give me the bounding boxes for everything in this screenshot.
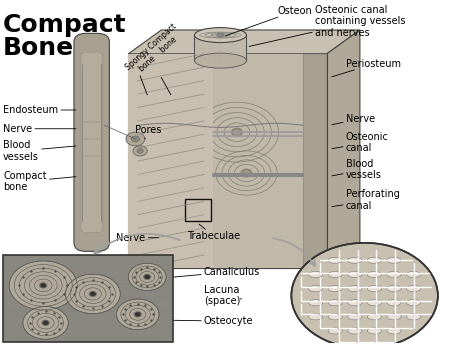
Ellipse shape (407, 286, 420, 292)
Bar (128, 54, 327, 268)
Text: Lacuna
(space): Lacuna (space) (204, 285, 242, 307)
Ellipse shape (328, 328, 342, 334)
Ellipse shape (387, 314, 401, 320)
Ellipse shape (348, 314, 362, 320)
Circle shape (135, 312, 141, 316)
Text: Blood
vessels: Blood vessels (332, 159, 382, 180)
Bar (3, 255, 173, 342)
Ellipse shape (328, 314, 342, 320)
Text: Canaliculus: Canaliculus (140, 267, 260, 280)
Ellipse shape (348, 257, 362, 264)
Ellipse shape (407, 314, 420, 320)
Ellipse shape (387, 271, 401, 278)
Polygon shape (128, 30, 360, 54)
Circle shape (131, 136, 140, 142)
FancyBboxPatch shape (74, 33, 109, 251)
Text: Blood
vessels: Blood vessels (3, 140, 76, 162)
Text: Compact
bone: Compact bone (3, 171, 76, 192)
Text: Nerve: Nerve (3, 124, 76, 134)
Text: Trabeculae: Trabeculae (187, 224, 240, 241)
Text: Nerve: Nerve (332, 114, 375, 125)
Circle shape (242, 170, 251, 176)
Text: Endosteum: Endosteum (3, 105, 76, 115)
Ellipse shape (407, 300, 420, 306)
Circle shape (292, 243, 438, 344)
Polygon shape (327, 30, 360, 268)
Ellipse shape (367, 300, 382, 306)
Circle shape (137, 149, 143, 153)
Circle shape (145, 275, 150, 279)
Circle shape (117, 299, 159, 330)
Ellipse shape (407, 271, 420, 278)
Ellipse shape (367, 286, 382, 292)
Bar (303, 54, 327, 268)
Circle shape (133, 146, 147, 156)
Ellipse shape (328, 271, 342, 278)
Text: Osteocyte: Osteocyte (124, 316, 254, 326)
Ellipse shape (194, 53, 246, 68)
Ellipse shape (387, 328, 401, 334)
Circle shape (9, 261, 77, 310)
Ellipse shape (387, 300, 401, 306)
Text: Periosteum: Periosteum (332, 59, 401, 77)
Circle shape (126, 132, 145, 146)
Ellipse shape (367, 314, 382, 320)
Ellipse shape (328, 257, 342, 264)
Circle shape (65, 274, 120, 314)
Ellipse shape (309, 271, 323, 278)
Bar (128, 54, 213, 268)
Text: Nerve: Nerve (117, 233, 159, 243)
Text: Compact
Bone: Compact Bone (3, 13, 127, 60)
Ellipse shape (367, 271, 382, 278)
Ellipse shape (348, 328, 362, 334)
Ellipse shape (348, 300, 362, 306)
Circle shape (232, 129, 242, 136)
Text: Spongy Compact
bone    bone: Spongy Compact bone bone (124, 21, 185, 79)
Ellipse shape (387, 257, 401, 264)
Ellipse shape (348, 271, 362, 278)
Circle shape (128, 263, 166, 291)
Text: Osteon: Osteon (226, 6, 312, 36)
Ellipse shape (367, 328, 382, 334)
Text: Osteonic
canal: Osteonic canal (332, 131, 389, 153)
Bar (199, 54, 303, 268)
Ellipse shape (309, 300, 323, 306)
Ellipse shape (309, 314, 323, 320)
Text: Pores: Pores (136, 126, 162, 139)
Ellipse shape (328, 286, 342, 292)
Bar (185, 198, 211, 221)
Ellipse shape (328, 300, 342, 306)
Circle shape (43, 321, 48, 325)
Ellipse shape (387, 286, 401, 292)
Circle shape (90, 292, 96, 296)
FancyBboxPatch shape (81, 52, 102, 233)
Ellipse shape (367, 257, 382, 264)
Circle shape (40, 283, 46, 288)
Ellipse shape (194, 28, 246, 43)
Text: Perforating
canal: Perforating canal (332, 190, 400, 211)
Circle shape (23, 307, 68, 339)
Ellipse shape (309, 286, 323, 292)
Text: Osteonic canal
containing vessels
and nerves: Osteonic canal containing vessels and ne… (249, 5, 405, 46)
Circle shape (218, 33, 223, 37)
Ellipse shape (348, 286, 362, 292)
Polygon shape (194, 35, 246, 61)
